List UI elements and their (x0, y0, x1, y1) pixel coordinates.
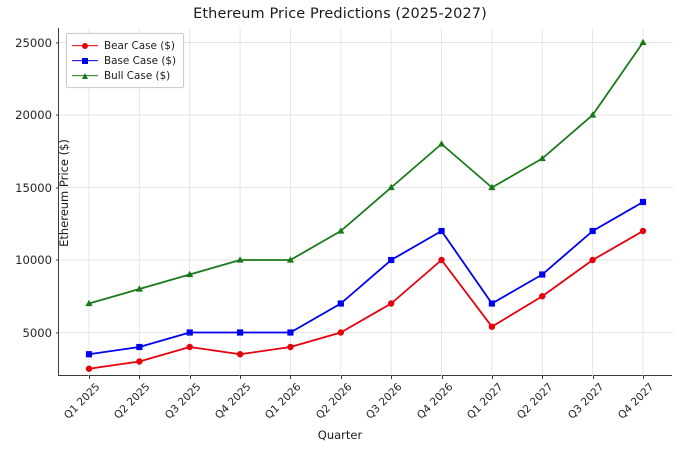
legend-label: Bear Case ($) (104, 39, 175, 52)
x-tick-label: Q4 2027 (615, 381, 657, 422)
legend-swatch-triangle-icon (72, 70, 98, 82)
data-point (639, 227, 647, 235)
data-point (85, 299, 93, 307)
data-point (337, 329, 345, 336)
y-tick-label: 10000 (15, 253, 52, 267)
data-point (438, 256, 445, 264)
y-tick-mark (55, 332, 59, 333)
data-point (186, 343, 193, 351)
y-tick-label: 20000 (15, 108, 52, 122)
data-point (186, 329, 193, 336)
data-point (387, 300, 395, 307)
data-point (437, 140, 446, 147)
chart-title: Ethereum Price Predictions (2025-2027) (193, 6, 487, 22)
x-tick-mark (542, 375, 544, 379)
data-point (438, 227, 445, 235)
series-line-0 (88, 230, 644, 370)
data-series-group (85, 38, 647, 372)
y-tick-mark (55, 42, 59, 43)
y-tick-label: 15000 (15, 180, 52, 195)
x-tick-mark (491, 375, 493, 379)
data-point (287, 329, 294, 336)
x-tick-mark (89, 375, 90, 379)
x-tick-label: Q4 2026 (414, 381, 456, 422)
x-tick-label: Q3 2027 (565, 381, 607, 422)
legend-item[interactable]: Base Case ($) (72, 53, 176, 68)
series-line-2 (88, 41, 644, 305)
data-point (589, 227, 596, 235)
x-tick-label: Q2 2027 (515, 381, 556, 422)
data-point (589, 256, 596, 264)
y-tick-mark (55, 187, 59, 188)
data-point (135, 285, 143, 292)
y-tick-mark (55, 259, 59, 261)
x-tick-mark (189, 375, 191, 379)
x-tick-label: Q4 2025 (212, 381, 254, 422)
data-point (488, 183, 496, 191)
x-tick-mark (643, 375, 644, 379)
x-tick-mark (592, 375, 594, 379)
data-point (639, 38, 647, 46)
legend-label: Base Case ($) (104, 54, 177, 67)
data-point (186, 270, 194, 278)
x-tick-mark (139, 375, 141, 379)
x-tick-mark (240, 375, 242, 379)
data-point (589, 111, 597, 118)
data-point (639, 198, 647, 206)
x-tick-label: Q1 2026 (263, 381, 304, 422)
legend-item[interactable]: Bear Case ($) (72, 38, 176, 53)
legend-swatch-square-icon (72, 55, 98, 67)
y-tick-label: 25000 (15, 35, 52, 50)
y-tick-mark (55, 114, 59, 116)
data-point (287, 343, 294, 351)
x-tick-mark (441, 375, 443, 379)
legend-swatch-circle-icon (72, 40, 98, 52)
grid-lines (59, 28, 673, 376)
data-point (85, 365, 93, 372)
x-tick-mark (340, 375, 342, 379)
x-tick-label: Q3 2025 (162, 381, 204, 422)
data-point (136, 343, 143, 351)
x-tick-label: Q3 2026 (364, 381, 405, 422)
plot-svg (59, 28, 673, 376)
data-point (388, 256, 395, 264)
series-line-1 (88, 201, 644, 356)
x-axis-label: Quarter (317, 428, 363, 442)
data-point (337, 227, 345, 234)
data-point (236, 351, 244, 358)
y-tick-label: 5000 (22, 325, 52, 340)
x-tick-mark (290, 375, 292, 379)
chart-legend[interactable]: Bear Case ($) Base Case ($) Bull Case ($) (66, 33, 185, 88)
data-point (488, 300, 496, 307)
data-point (539, 271, 546, 278)
data-point (538, 154, 546, 162)
data-point (286, 256, 295, 263)
x-tick-label: Q2 2025 (112, 381, 153, 422)
x-tick-mark (391, 375, 393, 379)
legend-item[interactable]: Bull Case ($) (72, 68, 176, 83)
data-point (387, 183, 395, 191)
data-point (85, 351, 93, 358)
data-point (337, 300, 344, 307)
data-point (136, 358, 143, 365)
data-point (488, 323, 496, 330)
data-point (539, 293, 546, 300)
data-point (236, 329, 244, 336)
data-point (236, 256, 244, 263)
legend-label: Bull Case ($) (104, 69, 171, 82)
x-tick-label: Q1 2027 (464, 381, 506, 422)
x-tick-label: Q2 2026 (313, 381, 355, 422)
